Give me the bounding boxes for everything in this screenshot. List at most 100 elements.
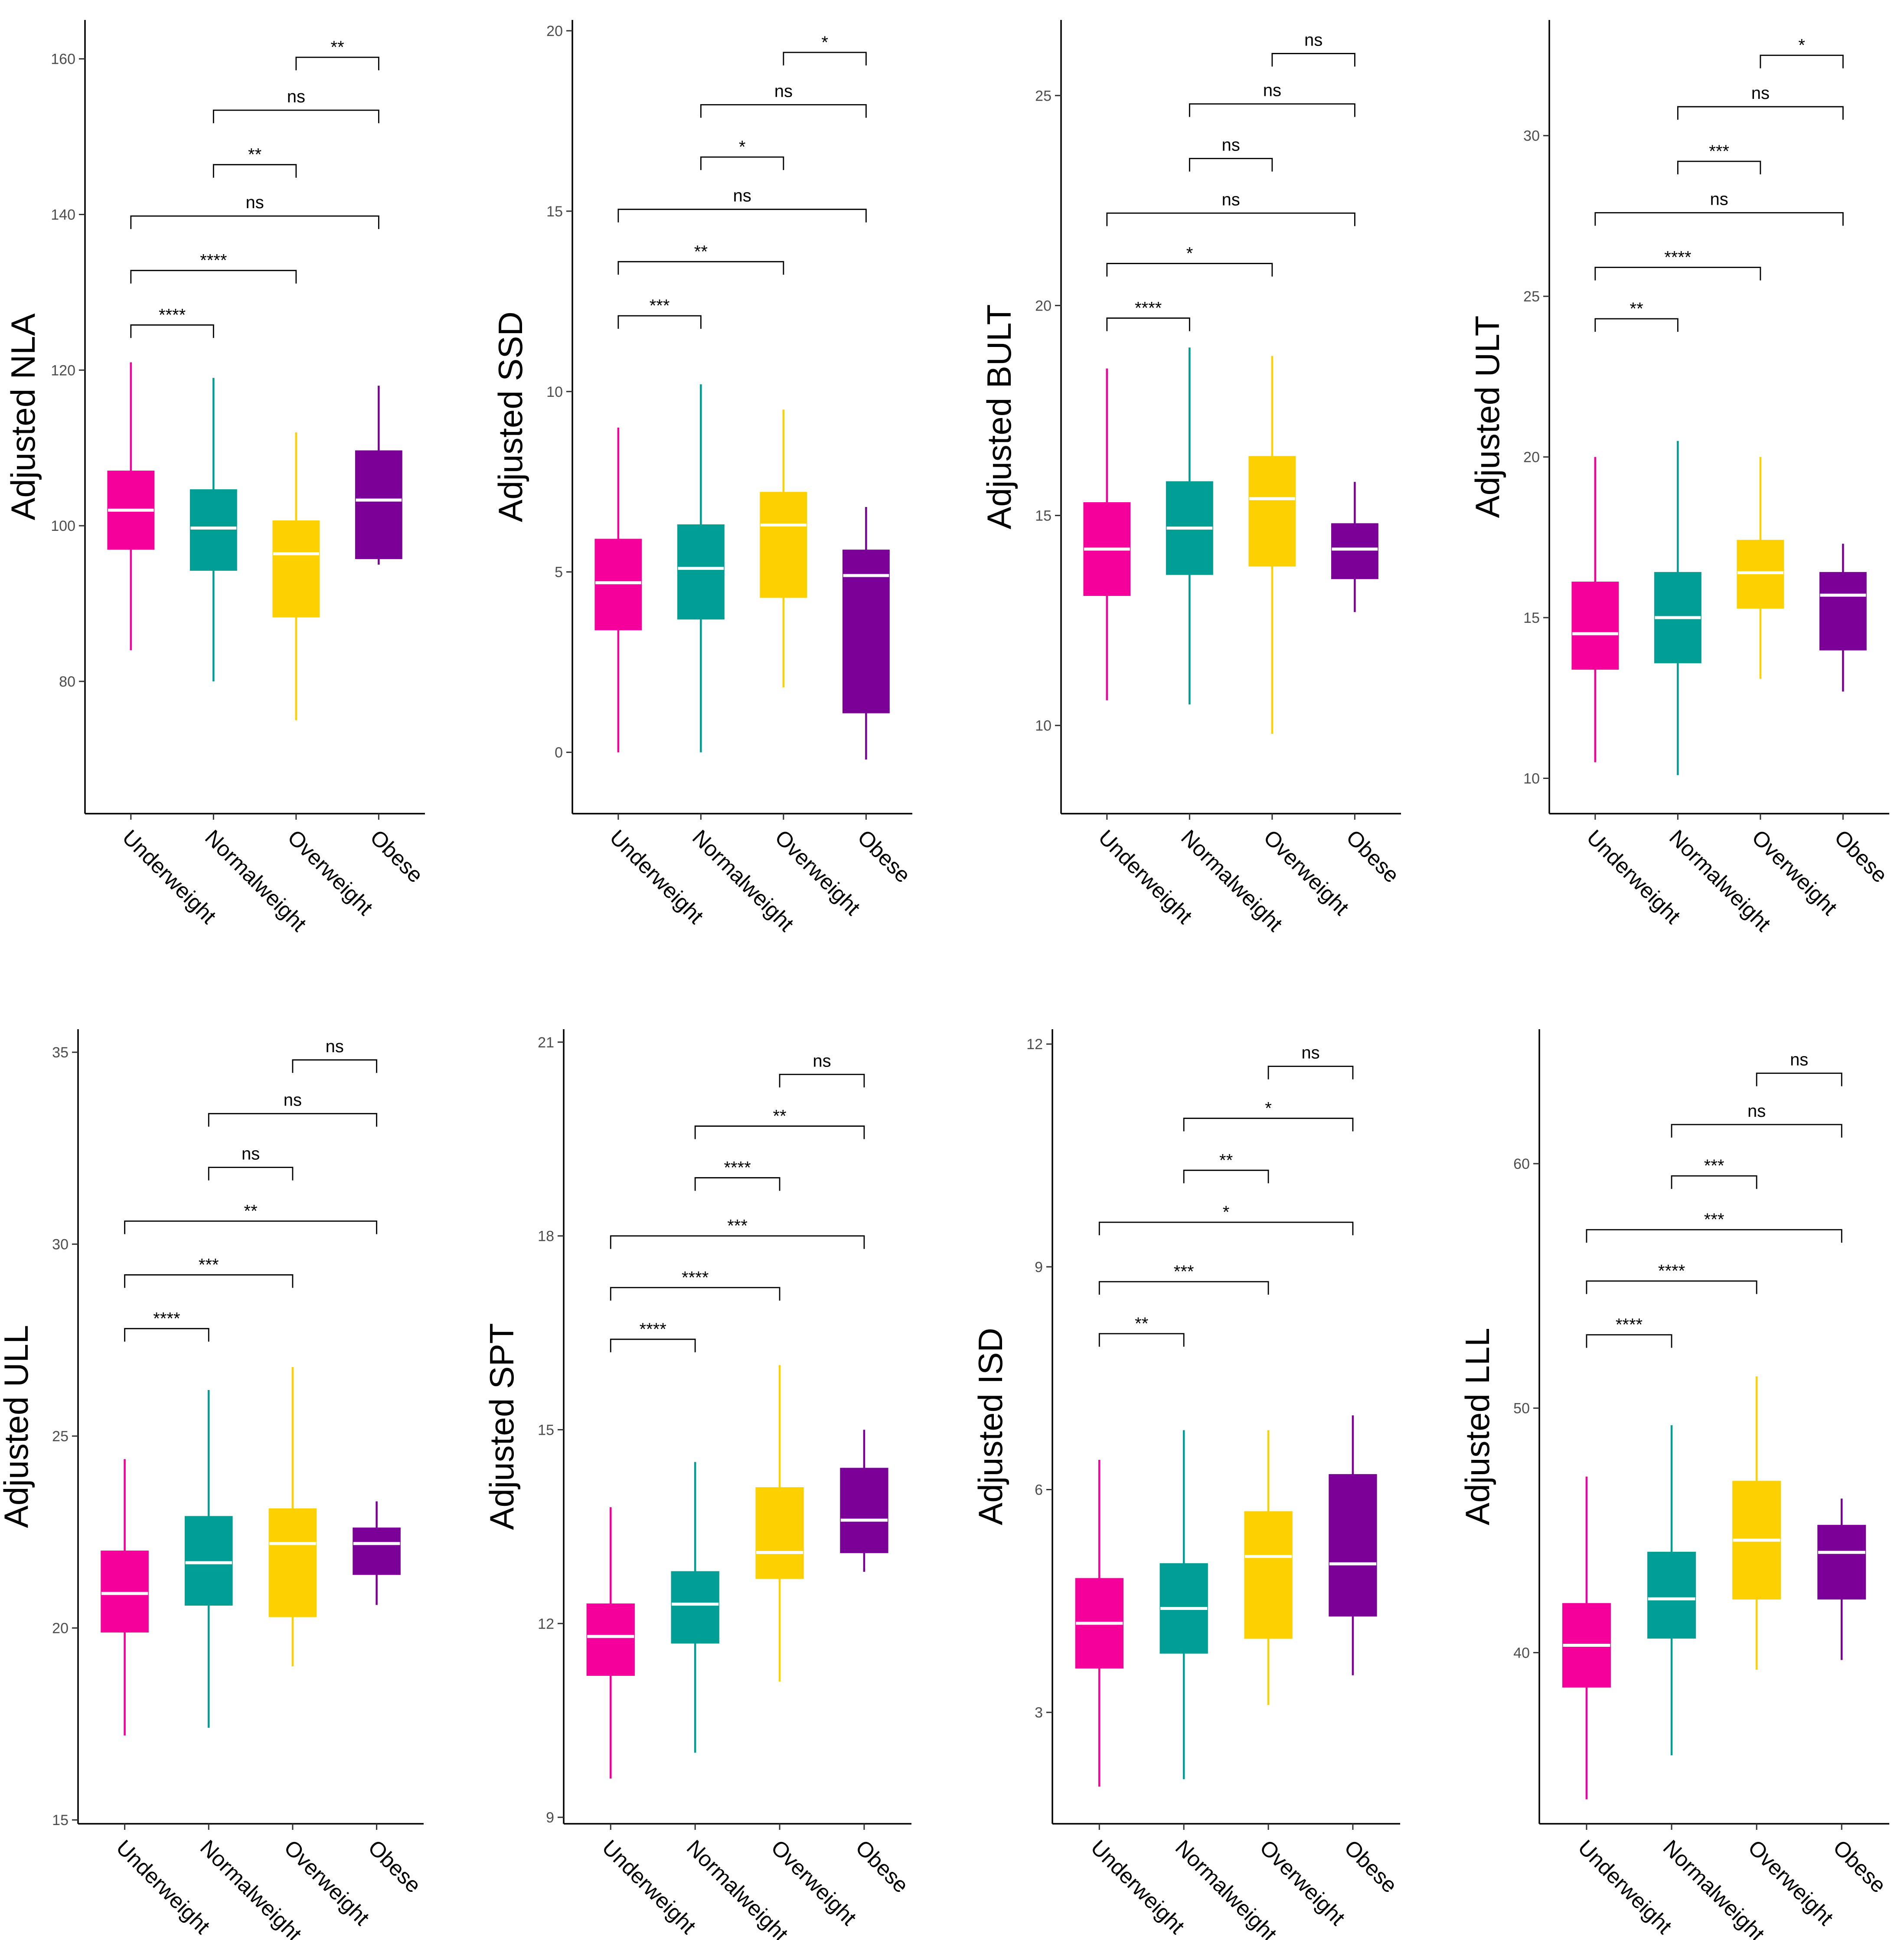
y-tick-label: 21 [538,1034,554,1051]
significance-label: *** [1704,1156,1724,1175]
x-tick-label-obese: Obese [1342,825,1404,887]
significance-label: * [1798,36,1805,55]
significance-label: * [739,137,746,157]
box-iqr [353,1528,401,1575]
y-tick-label: 12 [538,1616,554,1632]
bracket [1183,1169,1269,1184]
comparison-underweight-normalweight: **** [610,1320,696,1352]
significance-label: **** [1658,1262,1685,1281]
box-underweight [1571,457,1619,762]
significance-label: ns [1751,84,1770,103]
significance-label: **** [159,305,186,324]
box-iqr [268,1508,317,1617]
comparison-overweight-obese: ns [1756,1050,1842,1086]
bracket [130,270,297,284]
box-obese [842,507,890,760]
significance-label: *** [1174,1262,1194,1281]
comparison-underweight-obese: * [1098,1203,1354,1236]
bracket [124,1220,378,1234]
box-iqr [677,524,725,620]
significance-label: *** [1704,1210,1724,1229]
comparison-underweight-obese: *** [610,1217,865,1249]
y-tick-label: 18 [538,1228,554,1245]
comparison-underweight-overweight: **** [1594,248,1761,281]
significance-label: **** [682,1268,709,1287]
significance-label: * [1265,1099,1272,1118]
y-tick-label: 20 [1523,449,1540,466]
box-iqr [760,492,807,598]
comparison-overweight-obese: ns [1267,1044,1354,1080]
box-iqr [594,539,642,631]
bracket [617,261,784,275]
comparison-underweight-overweight: ** [617,242,784,275]
bracket [1098,1221,1354,1236]
box-iqr [1571,582,1619,670]
comparison-underweight-obese: ** [124,1202,378,1234]
box-iqr [1647,1551,1696,1639]
comparison-underweight-normalweight: **** [1106,298,1190,331]
bracket [610,1235,865,1249]
bracket [700,104,867,118]
significance-label: ns [1790,1050,1808,1069]
y-tick-label: 9 [1035,1259,1043,1276]
box-iqr [1248,456,1296,567]
y-axis-title: Adjusted ULT [1468,316,1506,518]
y-tick-label: 10 [546,384,563,400]
box-iqr [184,1516,233,1606]
significance-label: *** [727,1217,748,1236]
significance-label: * [821,33,828,52]
bracket [1098,1333,1185,1347]
y-axis-title: Adjusted ULL [0,1325,35,1528]
significance-label: ** [773,1106,786,1125]
box-obese [1817,1498,1866,1660]
bracket [1586,1280,1757,1294]
x-tick-label-overweight: Overweight [1744,1835,1838,1930]
box-normalweight [671,1462,719,1753]
box-overweight [1244,1430,1293,1705]
box-iqr [840,1468,888,1553]
bracket [1760,55,1844,69]
comparison-underweight-obese: ns [617,186,867,222]
box-iqr [1329,1474,1377,1617]
comparison-underweight-obese: ns [130,193,379,229]
bracket [1189,103,1355,117]
significance-label: **** [153,1309,180,1328]
significance-label: ** [248,145,261,164]
significance-label: *** [650,296,670,315]
significance-label: ns [733,186,751,206]
bracket [1586,1229,1842,1243]
bracket [1106,263,1273,277]
box-obese [355,386,402,565]
comparison-normalweight-overweight: * [700,137,784,170]
box-iqr [355,450,402,559]
significance-label: ns [1221,190,1240,209]
significance-label: *** [199,1255,219,1274]
comparison-underweight-normalweight: **** [1586,1315,1672,1348]
bracket [295,56,379,71]
comparison-underweight-obese: ns [1594,190,1844,226]
bracket [779,1073,865,1088]
comparison-normalweight-obese: ns [1671,1102,1842,1138]
bracket [700,156,784,170]
comparison-underweight-overweight: *** [1098,1262,1269,1295]
bracket [694,1177,781,1191]
x-tick-label-obese: Obese [363,1835,426,1897]
y-tick-label: 160 [51,51,75,68]
significance-label: ** [331,38,344,57]
box-obese [1329,1415,1377,1675]
x-tick-label-obese: Obese [366,825,428,887]
significance-label: ns [1304,30,1323,49]
comparison-normalweight-obese: ns [212,87,379,124]
comparison-normalweight-overweight: *** [1677,142,1761,174]
y-tick-label: 12 [1026,1036,1043,1053]
bracket [212,109,379,124]
comparison-normalweight-overweight: ** [1183,1151,1269,1184]
comparison-normalweight-obese: ns [1189,81,1355,117]
x-tick-label-obese: Obese [1829,1835,1891,1897]
bracket [1671,1175,1757,1189]
y-tick-label: 25 [1035,88,1052,104]
bracket [212,164,297,178]
bracket [783,52,867,65]
